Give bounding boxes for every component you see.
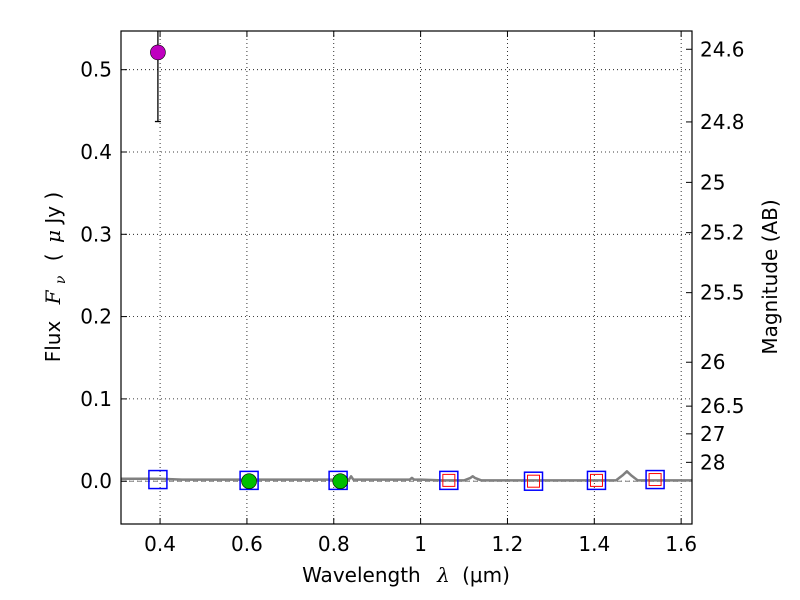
y-axis-ticks: 0.0 0.1 0.2 0.3 0.4 0.5 (80, 58, 127, 493)
model-band-square (645, 469, 665, 490)
plot-frame (120, 30, 693, 525)
x-tick-label: 0.6 (231, 532, 263, 556)
y-tick-label: 0.2 (80, 305, 112, 329)
y-tick-label: 0.5 (80, 58, 112, 82)
x-tick-label: 1.2 (492, 532, 524, 556)
measurement-point (150, 44, 166, 61)
y2-tick-label: 25 (700, 170, 725, 194)
x-tick-label: 1.6 (665, 532, 697, 556)
y2-tick-label: 26.5 (700, 394, 745, 418)
y-tick-label: 0.1 (80, 387, 112, 411)
x-tick-label: 0.4 (144, 532, 176, 556)
y2-tick-label: 24.8 (700, 110, 745, 134)
y2-tick-label: 27 (700, 422, 725, 446)
y2-axis-title: Magnitude (AB) (758, 199, 782, 354)
model-band-square (586, 470, 607, 491)
y2-tick-label: 25.5 (700, 281, 745, 305)
model-band-square (239, 470, 259, 491)
x-tick-label: 1 (414, 532, 427, 556)
y2-tick-label: 24.6 (700, 37, 745, 61)
model-band-square (439, 470, 459, 491)
y2-tick-label: 25.2 (700, 221, 745, 245)
measurement-point (332, 473, 349, 490)
data-markers (148, 31, 665, 491)
upper-limit-square (527, 474, 541, 488)
y-tick-label: 0.4 (80, 140, 112, 164)
plot-area (121, 31, 692, 524)
x-axis-ticks: 0.4 0.6 0.8 1 1.2 1.4 1.6 (144, 31, 697, 556)
y2-tick-label: 26 (700, 350, 725, 374)
y2-tick-label: 28 (700, 450, 725, 474)
x-axis-title: Wavelength λ (μm) (302, 563, 510, 587)
x-tick-label: 0.8 (318, 532, 350, 556)
y-axis-title: Flux F ν ( μ Jy ) (41, 192, 70, 363)
y-tick-label: 0.3 (80, 222, 112, 246)
y2-axis-ticks: 24.6 24.8 25 25.2 25.5 26 26.5 27 28 (686, 37, 745, 474)
model-band-square (148, 469, 168, 490)
measurement-point (241, 473, 257, 490)
x-tick-label: 1.4 (578, 532, 610, 556)
model-band-square (523, 471, 544, 491)
y-tick-label: 0.0 (80, 469, 112, 493)
upper-limit-square (589, 473, 603, 487)
upper-limit-square (648, 473, 662, 487)
upper-limit-square (442, 473, 456, 487)
